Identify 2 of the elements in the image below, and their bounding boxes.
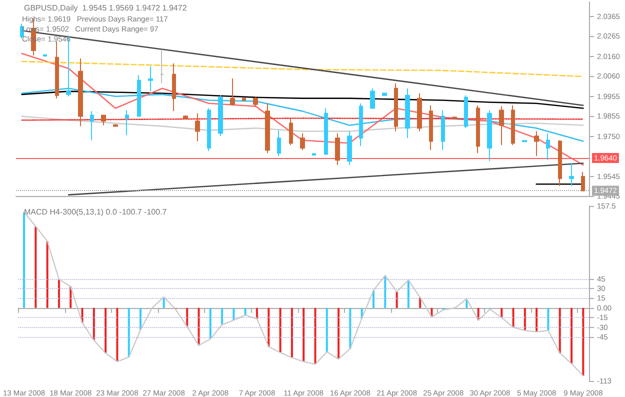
chart-title: GBPUSD,Daily 1.9545 1.9569 1.9472 1.9472 <box>24 4 188 12</box>
chart-title: MACD H4-300(5,13,1) 0.0 -100.7 -100.7 <box>24 208 168 216</box>
